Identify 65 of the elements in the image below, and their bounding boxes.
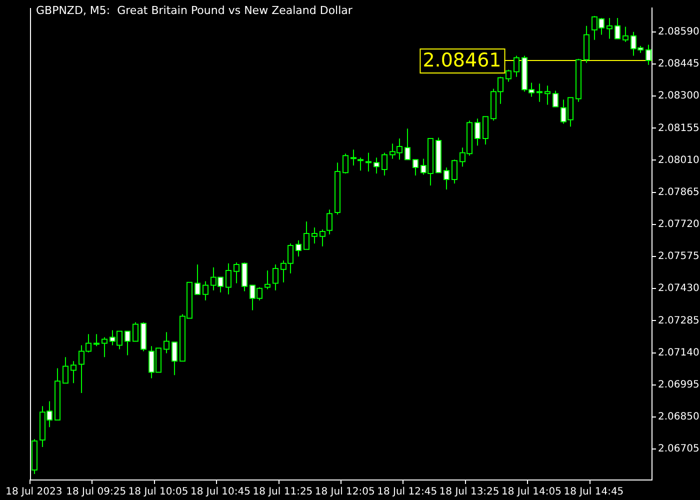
candlestick xyxy=(536,83,542,102)
candlestick xyxy=(194,264,200,295)
ref-line-label: 2.08461 xyxy=(422,49,502,72)
x-tick-label: 18 Jul 11:25 xyxy=(252,486,313,498)
candlestick xyxy=(264,270,270,290)
candlestick xyxy=(382,152,388,176)
y-tick-label: 2.07430 xyxy=(658,283,700,294)
y-tick-label: 2.06850 xyxy=(658,412,700,423)
candlestick xyxy=(552,90,558,108)
y-tick-label: 2.07140 xyxy=(658,347,700,358)
candlestick xyxy=(452,159,458,184)
candlestick xyxy=(234,262,240,284)
y-tick-label: 2.07285 xyxy=(658,315,700,326)
y-tick-label: 2.08445 xyxy=(658,58,700,70)
y-tick-label: 2.08590 xyxy=(658,26,700,38)
candlestick xyxy=(272,264,278,291)
candlestick xyxy=(342,153,348,174)
candlestick xyxy=(164,332,170,354)
candlestick xyxy=(544,85,550,106)
candlestick xyxy=(320,229,326,247)
y-tick-label: 2.08300 xyxy=(658,90,700,102)
candlestick xyxy=(94,334,100,347)
candlestick xyxy=(102,336,108,358)
y-tick-label: 2.08010 xyxy=(658,154,700,166)
candlestick xyxy=(312,227,318,244)
candlestick xyxy=(444,167,450,190)
candlestick xyxy=(124,330,130,356)
candlestick xyxy=(374,157,380,174)
x-tick-label: 18 Jul 14:45 xyxy=(564,486,624,498)
candlestick xyxy=(614,17,620,40)
candlestick xyxy=(242,262,248,292)
candlestick xyxy=(304,221,310,250)
x-tick-label: 18 Jul 10:45 xyxy=(190,486,250,498)
candlestick xyxy=(606,17,612,40)
candlestick xyxy=(404,128,410,160)
candlestick xyxy=(132,322,138,342)
candlestick xyxy=(202,280,208,301)
y-tick-label: 2.07575 xyxy=(658,251,700,262)
candlestick xyxy=(482,116,488,146)
y-tick-label: 2.06995 xyxy=(658,379,700,390)
y-tick-label: 2.06705 xyxy=(658,444,700,455)
candlestick xyxy=(412,159,418,176)
candlestick xyxy=(474,118,480,146)
candlestick xyxy=(296,240,302,258)
x-tick-label: 18 Jul 09:25 xyxy=(66,486,126,498)
x-tick-label: 18 Jul 12:45 xyxy=(377,486,438,498)
x-tick-label: 18 Jul 12:05 xyxy=(314,486,375,498)
candlestick xyxy=(62,356,68,384)
candlestick xyxy=(326,209,332,235)
y-tick-label: 2.07865 xyxy=(658,186,700,198)
candlestick xyxy=(622,26,628,42)
candlestick xyxy=(366,152,372,172)
x-tick-label: 18 Jul 13:25 xyxy=(439,486,500,498)
candlestick xyxy=(172,342,178,376)
chart-title: GBPNZD, M5: Great Britain Pound vs New Zealand Dollar xyxy=(36,4,352,17)
y-tick-label: 2.08155 xyxy=(658,122,700,134)
x-tick-label: 18 Jul 2023 xyxy=(6,486,62,498)
x-tick-label: 18 Jul 14:05 xyxy=(502,486,562,498)
y-tick-label: 2.07720 xyxy=(658,219,700,230)
candlestick xyxy=(226,262,232,295)
candlestick xyxy=(358,157,364,172)
candlestick xyxy=(350,149,356,166)
candlestick xyxy=(70,360,76,384)
x-tick-label: 18 Jul 10:05 xyxy=(128,486,188,498)
candlestick xyxy=(514,55,520,78)
